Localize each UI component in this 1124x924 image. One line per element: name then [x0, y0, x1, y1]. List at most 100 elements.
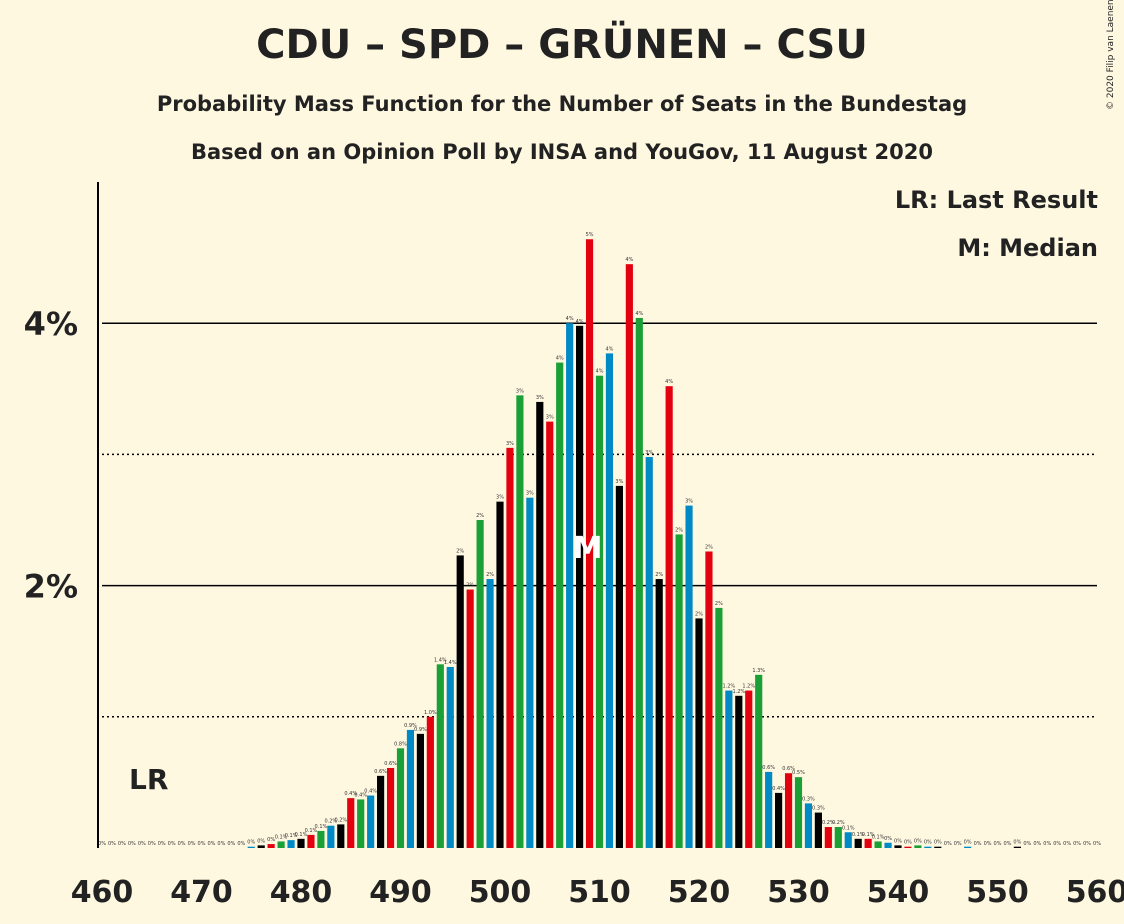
- bar-value-label: 0.6%: [762, 765, 775, 771]
- bar-seat-522: [715, 607, 723, 848]
- bar-value-label: 3%: [536, 395, 544, 401]
- bar-value-label: 0%: [1053, 841, 1061, 847]
- bar-seat-527: [765, 771, 773, 848]
- bar-value-label: 0%: [207, 841, 215, 847]
- bar-value-label: 0%: [954, 841, 962, 847]
- bar-value-label: 0%: [1093, 841, 1101, 847]
- bar-value-label: 2%: [715, 601, 723, 607]
- bar-value-label: 0%: [128, 841, 136, 847]
- bar-seat-504: [536, 401, 544, 848]
- bar-seat-544: [934, 846, 942, 848]
- x-tick-label: 470: [170, 875, 233, 910]
- bar-value-label: 0%: [994, 841, 1002, 847]
- bar-seat-534: [834, 827, 842, 848]
- bar-value-label: 0.2%: [822, 820, 835, 826]
- bar-seat-493: [426, 716, 434, 848]
- bar-value-label: 0%: [964, 840, 972, 846]
- bar-value-label: 3%: [526, 491, 534, 497]
- bar-value-label: 4%: [566, 316, 574, 322]
- bar-seat-513: [625, 264, 633, 848]
- x-tick-label: 550: [966, 875, 1029, 910]
- bar-seat-483: [327, 825, 335, 848]
- bar-value-label: 0%: [984, 841, 992, 847]
- bar-seat-519: [685, 505, 693, 848]
- bar-seat-542: [914, 845, 922, 848]
- bar-value-label: 0.6%: [374, 769, 387, 775]
- bar-seat-503: [526, 497, 534, 848]
- bar-value-label: 1.0%: [424, 710, 437, 716]
- bar-value-label: 4%: [665, 379, 673, 385]
- bar-seat-533: [824, 827, 832, 848]
- bar-seat-481: [307, 834, 315, 848]
- bar-value-label: 0%: [257, 838, 265, 844]
- bar-value-label: 4%: [596, 369, 604, 375]
- legend-last-result: LR: Last Result: [894, 186, 1098, 214]
- bar-value-label: 3%: [685, 499, 693, 505]
- bar-value-label: 0%: [914, 838, 922, 844]
- bar-value-label: 1.4%: [434, 657, 447, 663]
- bar-value-label: 3%: [516, 388, 524, 394]
- bar-seat-496: [456, 555, 464, 848]
- bar-value-label: 4%: [556, 356, 564, 362]
- legend-median: M: Median: [957, 234, 1098, 262]
- x-tick-label: 480: [270, 875, 333, 910]
- bar-seat-537: [864, 838, 872, 848]
- bar-value-label: 0%: [267, 837, 275, 843]
- bar-seat-476: [257, 845, 265, 848]
- bar-seat-478: [277, 841, 285, 848]
- bar-seat-479: [287, 840, 295, 848]
- bar-value-label: 0.1%: [295, 832, 308, 838]
- median-marker: M: [573, 531, 603, 566]
- bar-seat-530: [794, 777, 803, 848]
- bar-seat-488: [377, 775, 385, 848]
- bar-value-label: 0%: [158, 841, 166, 847]
- bar-value-label: 2%: [466, 583, 474, 589]
- bar-value-label: 0.1%: [305, 828, 318, 834]
- bar-value-label: 0.3%: [802, 796, 815, 802]
- bar-seat-528: [775, 792, 783, 848]
- bar-seat-491: [406, 729, 415, 848]
- bar-value-label: 0%: [118, 841, 126, 847]
- bar-value-label: 0.9%: [404, 723, 417, 729]
- bar-value-label: 0.1%: [275, 834, 288, 840]
- bar-seat-510: [595, 375, 604, 848]
- chart-source-line: Based on an Opinion Poll by INSA and You…: [190, 140, 933, 164]
- bar-seat-536: [854, 838, 862, 848]
- bar-seat-541: [904, 846, 912, 848]
- bar-seat-512: [615, 485, 623, 848]
- bar-seat-480: [297, 838, 305, 848]
- bar-seat-492: [416, 733, 424, 848]
- bar-seat-516: [655, 579, 663, 848]
- bar-value-label: 2%: [655, 572, 663, 578]
- bar-seat-490: [396, 748, 405, 848]
- x-tick-label: 460: [71, 875, 134, 910]
- bar-value-label: 0.6%: [384, 761, 397, 767]
- bar-value-label: 0.6%: [782, 766, 795, 772]
- bar-value-label: 0.1%: [315, 824, 328, 830]
- bar-value-label: 0%: [1073, 841, 1081, 847]
- bar-value-label: 4%: [576, 319, 584, 325]
- bar-value-label: 0%: [247, 840, 255, 846]
- bar-value-label: 0.1%: [872, 834, 885, 840]
- bar-value-label: 4%: [625, 257, 633, 263]
- bar-seat-495: [446, 666, 454, 848]
- bar-seat-524: [735, 695, 743, 848]
- bar-seat-540: [894, 845, 902, 848]
- bar-seat-502: [516, 395, 524, 848]
- bar-value-label: 0%: [1043, 841, 1051, 847]
- bar-value-label: 2%: [476, 513, 484, 519]
- bar-value-label: 0%: [934, 840, 942, 846]
- bar-value-label: 0.8%: [394, 741, 407, 747]
- bar-value-label: 0%: [198, 841, 206, 847]
- bar-seat-486: [357, 799, 365, 848]
- bar-seat-517: [665, 386, 673, 848]
- bar-seat-543: [924, 846, 932, 848]
- bar-value-label: 0%: [168, 841, 176, 847]
- bar-value-label: 1.3%: [752, 668, 765, 674]
- bar-seat-508: [576, 325, 584, 849]
- bar-value-label: 0%: [237, 841, 245, 847]
- last-result-marker: LR: [129, 763, 168, 796]
- bar-value-label: 0%: [1083, 841, 1091, 847]
- bar-value-label: 0%: [1023, 841, 1031, 847]
- bar-seat-509: [585, 239, 594, 848]
